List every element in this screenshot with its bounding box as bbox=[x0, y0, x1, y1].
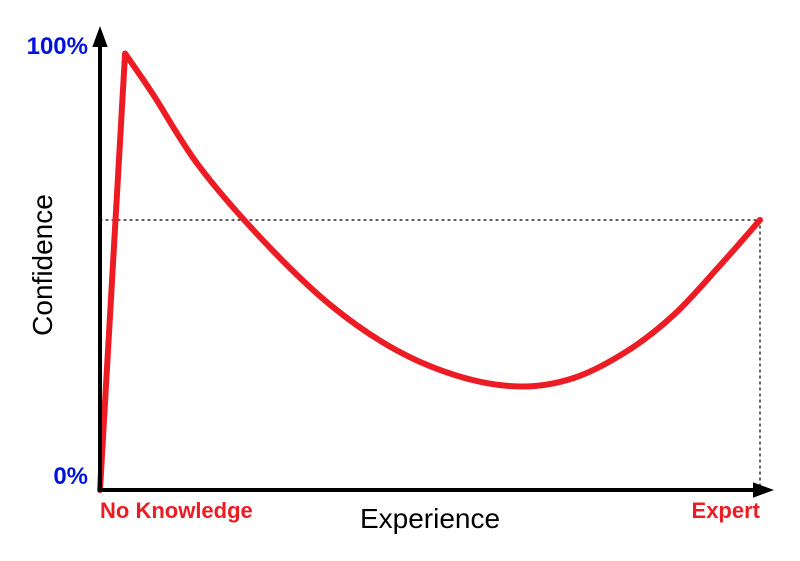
dunning-kruger-chart: 0% 100% No Knowledge Expert Experience Confid… bbox=[0, 0, 800, 561]
x-annotation-start: No Knowledge bbox=[100, 498, 253, 523]
x-axis-label: Experience bbox=[360, 503, 500, 534]
y-axis-label: Confidence bbox=[27, 194, 58, 336]
y-tick-0: 0% bbox=[53, 463, 88, 490]
chart-background bbox=[0, 0, 800, 561]
chart-svg: 0% 100% No Knowledge Expert Experience Confid… bbox=[0, 0, 800, 561]
y-tick-100: 100% bbox=[27, 33, 88, 60]
x-annotation-end: Expert bbox=[692, 498, 761, 523]
